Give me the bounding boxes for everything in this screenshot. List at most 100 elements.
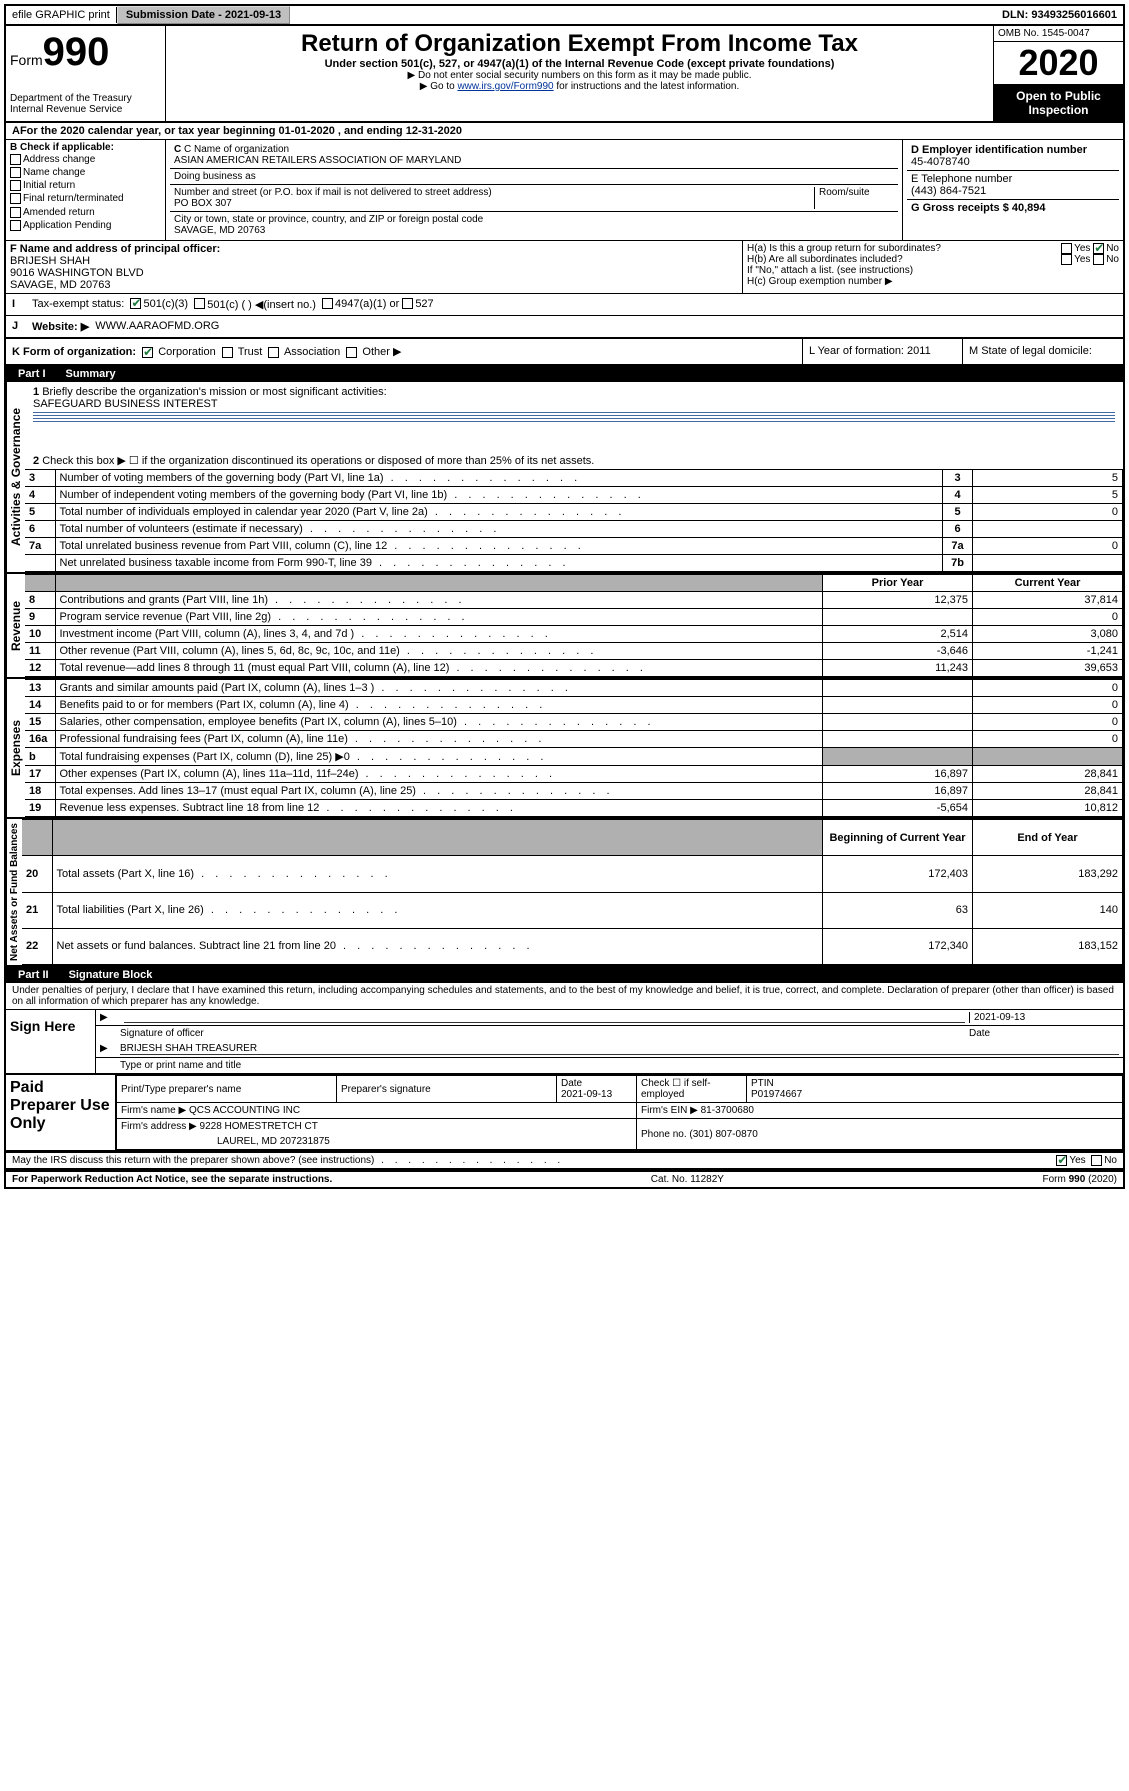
firm-phone: Phone no. (301) 807-0870 [637,1119,1123,1150]
perjury-declaration: Under penalties of perjury, I declare th… [4,983,1125,1010]
sig-date: 2021-09-13 [969,1012,1119,1023]
form-header: Form990 Department of the Treasury Inter… [4,26,1125,123]
city-value: SAVAGE, MD 20763 [174,225,894,236]
sections-fh: F Name and address of principal officer:… [4,241,1125,294]
year-formation: L Year of formation: 2011 [803,339,963,364]
vlabel-netassets: Net Assets or Fund Balances [6,819,22,965]
form-title: Return of Organization Exempt From Incom… [170,30,989,58]
org-name-label: C C Name of organization [174,144,894,155]
section-j: JWebsite: ▶ WWW.AARAOFMD.ORG [4,316,1125,339]
form-subtitle: Under section 501(c), 527, or 4947(a)(1)… [170,58,989,70]
dba-label: Doing business as [174,171,894,182]
phone-label: E Telephone number [911,173,1012,185]
type-name-label: Type or print name and title [120,1060,241,1071]
form-number: Form990 [10,30,161,75]
discuss-no[interactable] [1091,1155,1102,1166]
vlabel-activities: Activities & Governance [6,382,25,572]
firm-ein: 81-3700680 [701,1105,754,1116]
section-i: ITax-exempt status: 501(c)(3) 501(c) ( )… [4,294,1125,316]
state-domicile: M State of legal domicile: [963,339,1123,364]
form-footer: Form 990 (2020) [1043,1174,1117,1185]
open-public-badge: Open to Public Inspection [994,85,1123,121]
org-name-value: ASIAN AMERICAN RETAILERS ASSOCIATION OF … [174,155,894,166]
check-association[interactable] [268,347,279,358]
check-501c[interactable] [194,298,205,309]
date-label: Date [969,1028,1119,1039]
prep-name-label: Print/Type preparer's name [117,1076,337,1103]
check-initial-return[interactable]: Initial return [10,179,161,192]
officer-name: BRIJESH SHAH [10,255,90,267]
discontinue-check: Check this box ▶ ☐ if the organization d… [42,455,594,467]
efile-label: efile GRAPHIC print [6,7,117,23]
instructions-note: ▶ Go to www.irs.gov/Form990 for instruct… [170,81,989,92]
officer-name-title: BRIJESH SHAH TREASURER [120,1043,1119,1055]
prep-sig-label: Preparer's signature [337,1076,557,1103]
sections-bcd: B Check if applicable: Address change Na… [4,140,1125,241]
ein-value: 45-4078740 [911,156,970,168]
hb-note: If "No," attach a list. (see instruction… [747,265,1119,276]
revenue-section: Revenue Prior YearCurrent Year8Contribut… [4,574,1125,679]
check-name-change[interactable]: Name change [10,166,161,179]
section-c: C C Name of organization ASIAN AMERICAN … [166,140,903,240]
address-label: Number and street (or P.O. box if mail i… [174,187,814,198]
part2-header: Part II Signature Block [4,967,1125,983]
part1-header: Part I Summary [4,366,1125,382]
top-bar: efile GRAPHIC print Submission Date - 20… [4,4,1125,26]
expenses-table: 13Grants and similar amounts paid (Part … [25,679,1123,817]
discuss-yes[interactable] [1056,1155,1067,1166]
officer-addr2: SAVAGE, MD 20763 [10,279,110,291]
check-501c3[interactable] [130,298,141,309]
vlabel-revenue: Revenue [6,574,25,677]
tax-year: 2020 [994,42,1123,85]
hc-label: H(c) Group exemption number ▶ [747,276,1119,287]
omb-number: OMB No. 1545-0047 [994,26,1123,42]
dept-treasury: Department of the Treasury Internal Reve… [10,93,161,115]
mission-value: SAFEGUARD BUSINESS INTEREST [33,398,218,410]
netassets-section: Net Assets or Fund Balances Beginning of… [4,819,1125,967]
governance-table: 3Number of voting members of the governi… [25,469,1123,572]
sig-officer-label: Signature of officer [120,1028,969,1039]
vlabel-expenses: Expenses [6,679,25,817]
part1-body: Activities & Governance 1 Briefly descri… [4,382,1125,574]
discuss-row: May the IRS discuss this return with the… [4,1152,1125,1170]
website-value: WWW.AARAOFMD.ORG [95,320,219,333]
footer-row: For Paperwork Reduction Act Notice, see … [4,1170,1125,1189]
officer-label: F Name and address of principal officer: [10,243,220,255]
ptin-value: P01974667 [751,1089,802,1100]
city-label: City or town, state or province, country… [174,214,894,225]
self-employed-check[interactable]: Check ☐ if self-employed [637,1076,747,1103]
check-trust[interactable] [222,347,233,358]
paperwork-notice: For Paperwork Reduction Act Notice, see … [12,1174,332,1185]
cat-no: Cat. No. 11282Y [651,1174,724,1185]
section-b: B Check if applicable: Address change Na… [6,140,166,240]
firm-addr2: LAUREL, MD 207231875 [117,1134,637,1150]
officer-addr1: 9016 WASHINGTON BLVD [10,267,144,279]
submission-date-button[interactable]: Submission Date - 2021-09-13 [117,6,290,24]
hb-label: H(b) Are all subordinates included? [747,254,903,265]
gross-receipts: G Gross receipts $ 40,894 [911,202,1046,214]
revenue-table: Prior YearCurrent Year8Contributions and… [25,574,1123,677]
phone-value: (443) 864-7521 [911,185,986,197]
mission-label: Briefly describe the organization's miss… [42,386,386,398]
check-corporation[interactable] [142,347,153,358]
dln-label: DLN: 93493256016601 [996,7,1123,23]
paid-preparer-block: Paid Preparer Use Only Print/Type prepar… [4,1075,1125,1152]
check-other[interactable] [346,347,357,358]
check-final-return[interactable]: Final return/terminated [10,192,161,205]
firm-name: QCS ACCOUNTING INC [189,1105,300,1116]
ein-label: D Employer identification number [911,144,1087,156]
expenses-section: Expenses 13Grants and similar amounts pa… [4,679,1125,819]
check-application-pending[interactable]: Application Pending [10,219,161,232]
section-d: D Employer identification number 45-4078… [903,140,1123,240]
sign-here-block: Sign Here ▶ 2021-09-13 Signature of offi… [4,1010,1125,1075]
netassets-table: Beginning of Current YearEnd of Year20To… [22,819,1123,965]
ssn-note: ▶ Do not enter social security numbers o… [170,70,989,81]
check-527[interactable] [402,298,413,309]
check-address-change[interactable]: Address change [10,153,161,166]
check-amended-return[interactable]: Amended return [10,206,161,219]
check-4947[interactable] [322,298,333,309]
address-value: PO BOX 307 [174,198,814,209]
section-a: A For the 2020 calendar year, or tax yea… [4,123,1125,140]
irs-link[interactable]: www.irs.gov/Form990 [457,81,553,92]
firm-addr1: 9228 HOMESTRETCH CT [200,1121,318,1132]
